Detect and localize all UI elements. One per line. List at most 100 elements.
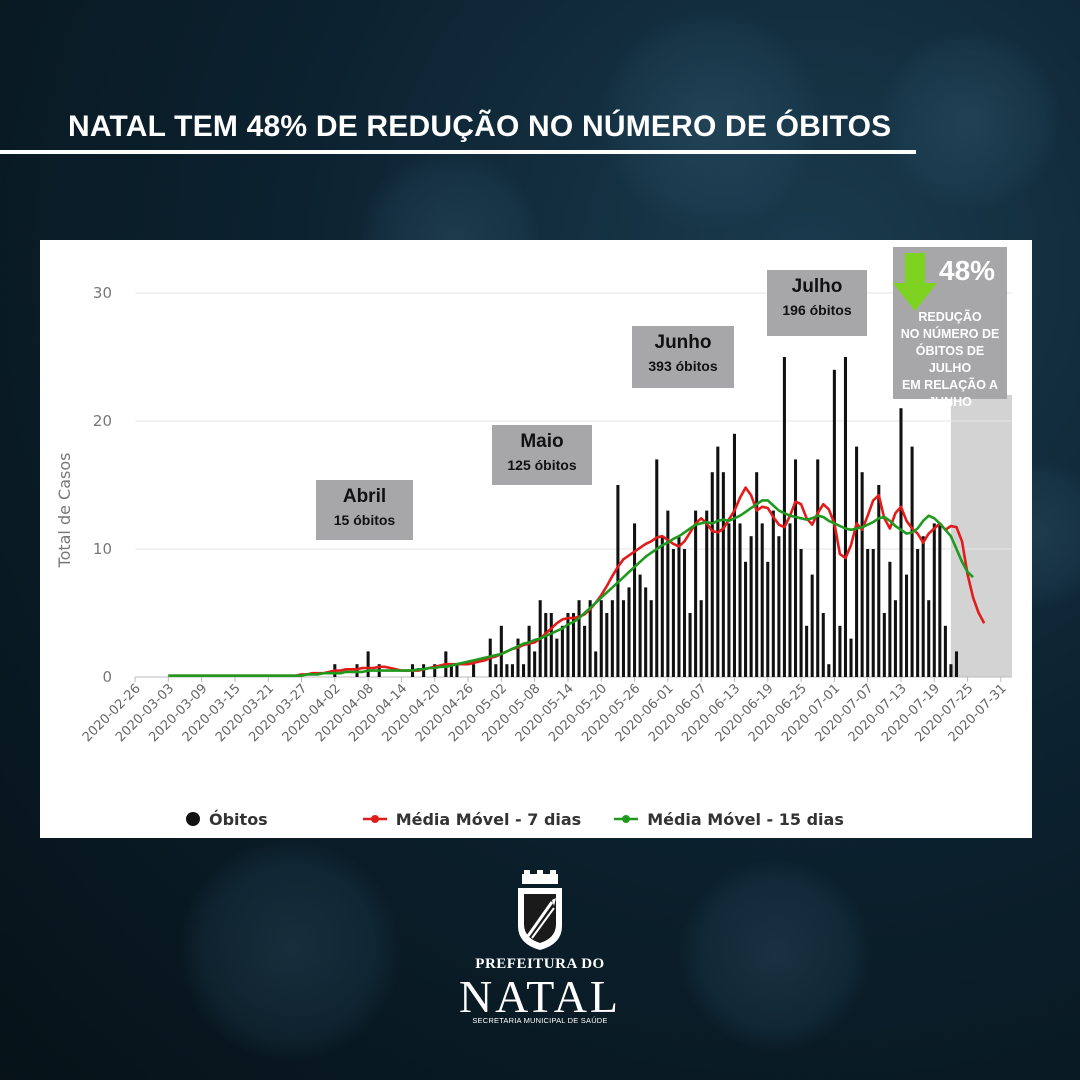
bar-obitos [472, 664, 476, 677]
bar-obitos [816, 459, 820, 677]
bar-obitos [827, 664, 831, 677]
background-virus-6 [680, 860, 870, 1050]
bar-obitos [732, 433, 736, 677]
bar-obitos [499, 625, 503, 677]
bar-obitos [549, 613, 553, 677]
month-label-maio: Maio 125 óbitos [492, 425, 592, 485]
logo-line-3: SECRETARIA MUNICIPAL DE SAÚDE [472, 1016, 608, 1025]
y-tick-label: 0 [102, 668, 112, 686]
month-name: Julho [791, 276, 843, 297]
bar-obitos [655, 459, 659, 677]
bar-obitos [522, 664, 526, 677]
bar-obitos [760, 523, 764, 677]
month-label-junho: Junho 393 óbitos [632, 326, 734, 388]
bar-obitos [621, 600, 625, 677]
bar-obitos [916, 549, 920, 677]
bar-obitos [710, 472, 714, 677]
bar-obitos [882, 613, 886, 677]
legend-marker-dot-icon [186, 812, 200, 826]
bar-obitos [594, 651, 598, 677]
reduction-line: JUNHO [928, 395, 972, 409]
reduction-line: ÓBITOS DE JULHO [915, 344, 985, 375]
bar-obitos [855, 446, 859, 677]
bar-obitos [666, 510, 670, 677]
bar-obitos [638, 574, 642, 677]
bar-obitos [749, 536, 753, 677]
bar-obitos [699, 600, 703, 677]
bar-obitos [954, 651, 959, 677]
bar-obitos [566, 613, 570, 677]
bar-obitos [738, 523, 742, 677]
bar-obitos [533, 651, 537, 677]
bar-obitos [782, 357, 786, 677]
bar-obitos [821, 613, 825, 677]
y-tick-label: 20 [93, 412, 112, 430]
bar-obitos [505, 664, 509, 677]
bar-obitos [588, 600, 592, 677]
bar-obitos [705, 510, 709, 677]
bar-obitos [494, 664, 498, 677]
background-virus-1 [600, 10, 820, 230]
logo-line-1: PREFEITURA DO [475, 956, 605, 972]
legend-label: Média Móvel - 7 dias [395, 809, 582, 829]
reduction-percent: 48% [939, 255, 996, 286]
headline: NATAL TEM 48% DE REDUÇÃO NO NÚMERO DE ÓB… [68, 110, 892, 143]
bar-obitos [766, 561, 770, 677]
bar-obitos [899, 408, 903, 677]
bar-obitos [771, 510, 775, 677]
bar-obitos [577, 600, 581, 677]
bar-obitos [449, 664, 453, 677]
month-deaths: 15 óbitos [333, 512, 396, 528]
bar-obitos [905, 574, 909, 677]
bar-obitos [677, 536, 681, 677]
legend-label: Óbitos [209, 809, 268, 829]
legend-item-ma7: Média Móvel - 7 dias [362, 809, 582, 829]
legend-marker-line-green-icon [614, 815, 639, 823]
coat-of-arms-icon [518, 870, 562, 950]
bar-obitos [810, 574, 814, 677]
headline-rule [0, 150, 916, 154]
legend-marker-line-red-icon [362, 815, 387, 823]
bar-obitos [610, 600, 614, 677]
month-name: Abril [342, 486, 387, 507]
bar-obitos [938, 523, 942, 677]
bar-obitos [649, 600, 653, 677]
bar-obitos [755, 472, 759, 677]
bar-obitos [716, 446, 720, 677]
bar-obitos [516, 638, 520, 677]
bar-obitos [633, 523, 637, 677]
background-virus-3 [880, 30, 1060, 210]
bar-obitos [510, 664, 514, 677]
bar-obitos [527, 625, 531, 677]
bar-obitos [793, 459, 798, 677]
bar-obitos [788, 523, 792, 677]
bar-obitos [555, 638, 559, 677]
month-deaths: 196 óbitos [782, 302, 852, 318]
month-label-julho: Julho 196 óbitos [767, 270, 867, 336]
month-label-abril: Abril 15 óbitos [316, 480, 413, 540]
bar-obitos [560, 625, 564, 677]
bar-obitos [694, 510, 698, 677]
bar-obitos [877, 485, 881, 677]
bar-obitos [544, 613, 548, 677]
bar-obitos [893, 600, 897, 677]
y-tick-label: 30 [93, 284, 112, 302]
bar-obitos [682, 549, 687, 677]
bar-obitos [888, 561, 892, 677]
bar-obitos [932, 523, 936, 677]
bar-obitos [949, 664, 953, 677]
chart-panel: 0 10 20 30 Total de Casos 2020-02-26 2020-03-0… [40, 240, 1032, 838]
bar-obitos [605, 613, 609, 677]
chart-legend: Óbitos Média Móvel - 7 dias Média Móvel … [185, 807, 876, 831]
bar-obitos [849, 638, 853, 677]
bar-obitos [627, 587, 631, 677]
bar-obitos [366, 651, 370, 677]
bar-obitos [688, 613, 692, 677]
month-name: Junho [654, 332, 712, 353]
y-tick-label: 10 [93, 540, 112, 558]
down-arrow-icon [893, 253, 937, 311]
reduction-line: NO NÚMERO DE [900, 327, 1000, 341]
background-virus-4 [180, 840, 400, 1060]
bar-obitos [744, 561, 748, 677]
